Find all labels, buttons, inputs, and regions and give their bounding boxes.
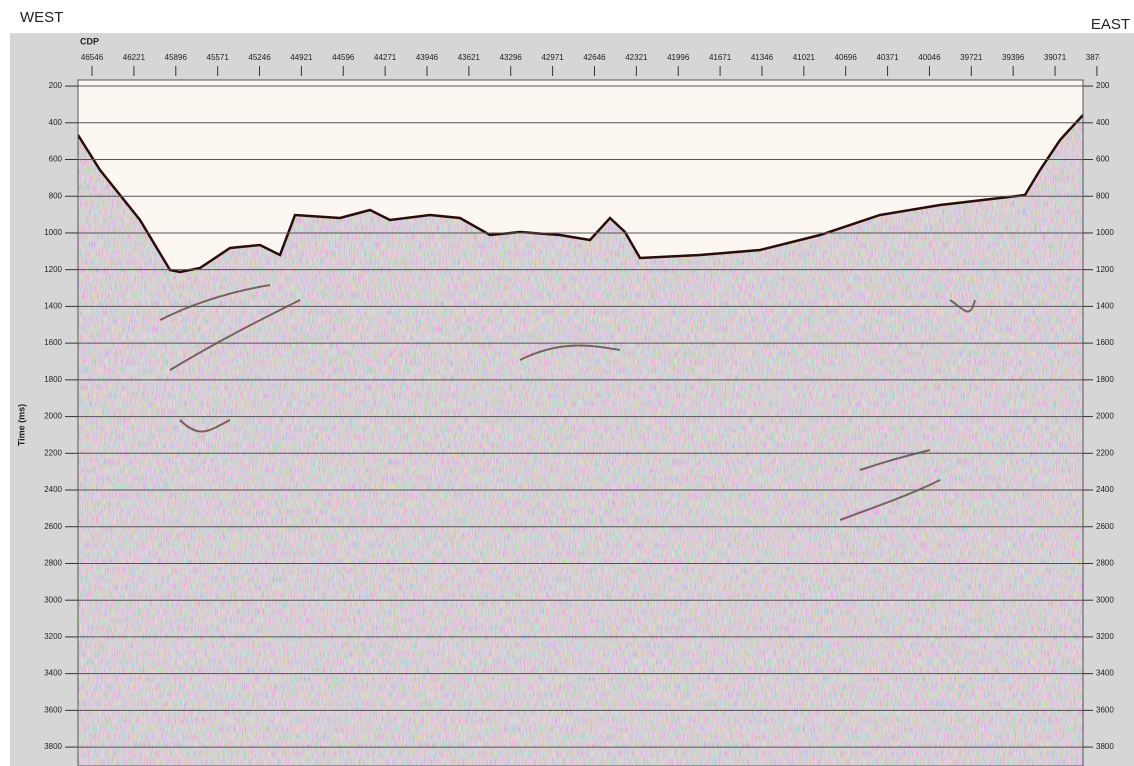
y-tick-label: 2400 (44, 485, 62, 494)
x-tick-label: 45896 (165, 53, 188, 62)
y-tick-label: 2000 (44, 412, 62, 421)
y-tick-label: 3400 (44, 669, 62, 678)
x-tick-label: 39721 (960, 53, 983, 62)
x-tick-label: 46546 (81, 53, 104, 62)
x-tick-label: 40046 (918, 53, 941, 62)
y2-tick-label: 1800 (1096, 375, 1114, 384)
x-tick-label: 44596 (332, 53, 355, 62)
y-tick-label: 2200 (44, 448, 62, 457)
y2-tick-label: 1400 (1096, 302, 1114, 311)
x-tick-label: 40371 (876, 53, 899, 62)
y2-tick-label: 1600 (1096, 338, 1114, 347)
y-tick-label: 2600 (44, 522, 62, 531)
x-tick-label: 41671 (709, 53, 732, 62)
y2-tick-label: 800 (1096, 191, 1110, 200)
y-tick-label: 200 (49, 81, 63, 90)
x-tick-label: 41346 (751, 53, 774, 62)
y-tick-label: 600 (49, 155, 63, 164)
y-tick-label: 1400 (44, 302, 62, 311)
y2-tick-label: 2800 (1096, 559, 1114, 568)
x-tick-label: 43296 (500, 53, 523, 62)
seismic-chart: WEST EAST CDP Time (ms) 46546 46221 45896 4… (0, 0, 1134, 766)
y-tick-label: 1800 (44, 375, 62, 384)
x-tick-label: 42646 (583, 53, 606, 62)
y2-tick-label: 3000 (1096, 595, 1114, 604)
y2-tick-label: 2400 (1096, 485, 1114, 494)
x-axis-label: CDP (80, 36, 99, 46)
x-tick-label: 43621 (458, 53, 481, 62)
y2-tick-label: 2200 (1096, 448, 1114, 457)
y2-tick-label: 1200 (1096, 265, 1114, 274)
x-tick-label: 40696 (835, 53, 858, 62)
x-tick-label: 42321 (625, 53, 648, 62)
y-tick-label: 3800 (44, 742, 62, 751)
x-tick-label: 44921 (290, 53, 313, 62)
y-tick-label: 3600 (44, 705, 62, 714)
y2-tick-label: 400 (1096, 118, 1110, 127)
x-tick-label: 41021 (793, 53, 816, 62)
x-tick-label: 39396 (1002, 53, 1025, 62)
y2-tick-label: 200 (1096, 81, 1110, 90)
x-tick-label: 39071 (1044, 53, 1067, 62)
y2-tick-label: 1000 (1096, 228, 1114, 237)
x-tick-label: 45571 (207, 53, 230, 62)
y2-tick-label: 3600 (1096, 705, 1114, 714)
y2-tick-label: 3200 (1096, 632, 1114, 641)
west-label: WEST (20, 9, 63, 26)
x-tick-label: 41996 (667, 53, 690, 62)
y2-tick-label: 3400 (1096, 669, 1114, 678)
east-label: EAST (1091, 16, 1130, 33)
y-axis-label: Time (ms) (16, 404, 26, 446)
y-tick-label: 3200 (44, 632, 62, 641)
y-tick-label: 1000 (44, 228, 62, 237)
y-tick-label: 1200 (44, 265, 62, 274)
x-tick-label: 44271 (374, 53, 397, 62)
y2-tick-label: 2600 (1096, 522, 1114, 531)
y2-tick-label: 600 (1096, 155, 1110, 164)
x-tick-label: 46221 (123, 53, 146, 62)
y-tick-label: 1600 (44, 338, 62, 347)
y-tick-label: 400 (49, 118, 63, 127)
x-tick-label: 45246 (248, 53, 271, 62)
y-tick-label: 800 (49, 191, 63, 200)
y2-tick-label: 2000 (1096, 412, 1114, 421)
y2-tick-label: 3800 (1096, 742, 1114, 751)
seismic-image (78, 80, 1083, 766)
x-tick-label: 43946 (416, 53, 439, 62)
x-tick-label: 42971 (541, 53, 564, 62)
y-tick-label: 3000 (44, 595, 62, 604)
y-tick-label: 2800 (44, 559, 62, 568)
